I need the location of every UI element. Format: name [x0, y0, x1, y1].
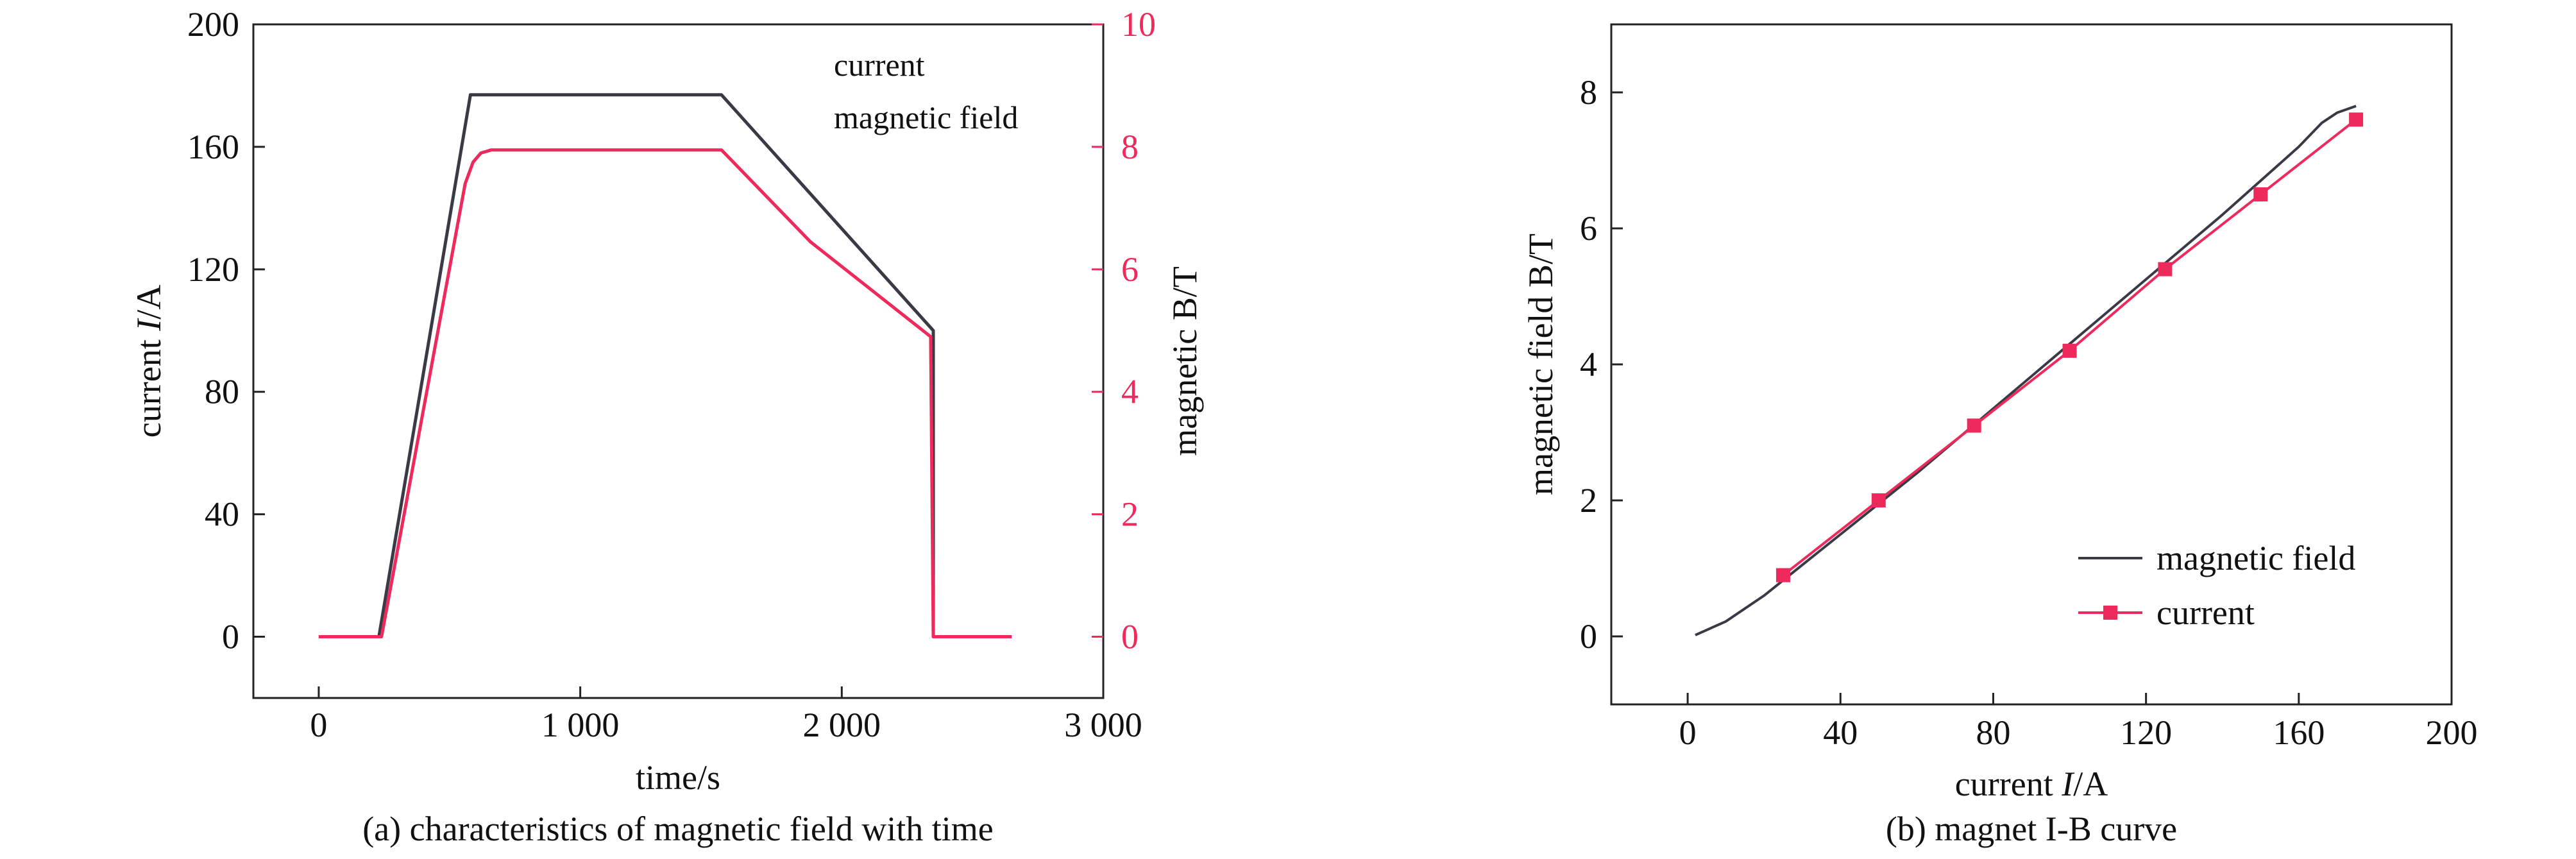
- panel-b-x-axis-label: current I/A: [1955, 765, 2108, 803]
- panel-a-x-tick-label: 1 000: [541, 706, 620, 744]
- panel-a-x-tick-label: 0: [310, 706, 327, 744]
- panel-b-y-tick-label: 4: [1580, 345, 1597, 384]
- panel-a-y-right-tick-label: 2: [1121, 495, 1139, 534]
- panel-b-y-axis-label: magnetic field B/T: [1521, 234, 1560, 495]
- panel-b-x-tick-label: 120: [2120, 713, 2172, 752]
- panel-a-y-left-tick-label: 120: [187, 250, 239, 289]
- panel-b-x-ticks: 0 40 80 120 160 200: [1679, 693, 2478, 752]
- panel-a-x-axis-label: time/s: [636, 758, 720, 797]
- panel-b-x-tick-label: 160: [2273, 713, 2325, 752]
- panel-a-x-tick-label: 3 000: [1064, 706, 1142, 744]
- panel-a-y-left-tick-label: 200: [187, 5, 239, 44]
- panel-b-caption: (b) magnet I-B curve: [1886, 810, 2177, 848]
- panel-a-y-right-tick-label: 10: [1121, 5, 1156, 44]
- panel-a-x-ticks: 0 1 000 2 000 3 000: [310, 686, 1142, 744]
- panel-b-x-tick-label: 200: [2426, 713, 2478, 752]
- panel-b-current-point: [2062, 343, 2077, 358]
- panel-a-y-right-tick-label: 0: [1121, 618, 1139, 656]
- panel-b-y-tick-label: 6: [1580, 209, 1597, 248]
- panel-a-caption: (a) characteristics of magnetic field wi…: [362, 810, 994, 848]
- panel-a-y-right-ticks: 0 2 4 6 8 10: [1092, 5, 1156, 656]
- panel-a-y-left-tick-label: 80: [205, 373, 239, 411]
- panel-b-current-point: [1967, 418, 1981, 433]
- panel-a-y-left-ticks: 0 40 80 120 160 200: [187, 5, 265, 656]
- panel-a-y-left-tick-label: 40: [205, 495, 239, 534]
- panel-a-y-left-tick-label: 0: [222, 618, 239, 656]
- panel-b-y-tick-label: 0: [1580, 617, 1597, 656]
- panel-a-y-right-tick-label: 6: [1121, 250, 1139, 289]
- panel-a-y-right-label: magnetic B/T: [1165, 266, 1204, 455]
- panel-a-series: [318, 93, 1012, 638]
- panel-b-y-tick-label: 8: [1580, 73, 1597, 112]
- panel-b-y-tick-label: 2: [1580, 481, 1597, 520]
- panel-b-current-point: [2253, 187, 2268, 201]
- panel-b-series: [1695, 105, 2364, 636]
- panel-b-legend-current-marker: [2103, 606, 2117, 620]
- panel-a-series-current: [318, 93, 936, 638]
- panel-a-plot-frame: [252, 23, 1105, 699]
- panel-b-legend-magnetic-field: magnetic field: [2157, 539, 2355, 577]
- panel-a-legend-current: current: [834, 47, 925, 83]
- panel-b-x-tick-label: 40: [1823, 713, 1858, 752]
- panel-b-x-tick-label: 0: [1679, 713, 1697, 752]
- panel-b-plot-frame: [1610, 23, 2453, 706]
- panel-b-x-tick-label: 80: [1976, 713, 2010, 752]
- panel-b-current-point: [2158, 262, 2173, 276]
- panel-a-series-magnetic-field: [318, 148, 1012, 638]
- panel-a-x-tick-label: 2 000: [803, 706, 881, 744]
- panel-b-current-point: [1775, 568, 1790, 583]
- panel-a-y-left-tick-label: 160: [187, 128, 239, 166]
- panel-b-series-magnetic-field: [1695, 105, 2357, 636]
- panel-a-y-right-tick-label: 4: [1121, 373, 1139, 411]
- panel-a-legend-magnetic-field: magnetic field: [834, 99, 1018, 135]
- panel-b-y-ticks: 0 2 4 6 8: [1580, 73, 1623, 656]
- panel-a-y-left-label: current I/A: [130, 285, 168, 438]
- panel-b-current-point: [2349, 112, 2364, 127]
- panel-b-legend-current: current: [2157, 593, 2255, 632]
- panel-b-legend: magnetic field current: [2078, 539, 2355, 632]
- panel-b: 0 40 80 120 160 200 0 2 4 6 8 magnetic field curr…: [1521, 23, 2478, 848]
- panel-a-y-right-tick-label: 8: [1121, 128, 1139, 166]
- panel-b-current-point: [1871, 493, 1886, 507]
